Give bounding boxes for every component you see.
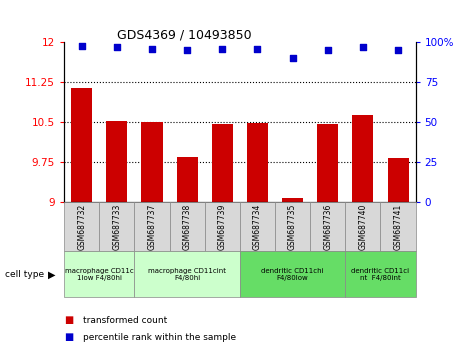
Point [254,46,261,52]
Text: ■: ■ [64,315,73,325]
Point [113,45,121,50]
Text: percentile rank within the sample: percentile rank within the sample [83,332,236,342]
Text: GSM687741: GSM687741 [394,204,402,250]
Point [218,46,226,52]
Text: GSM687733: GSM687733 [113,203,121,250]
Point [183,48,191,53]
Bar [177,156,198,202]
Point [359,45,367,50]
Bar [71,87,92,202]
Text: GSM687738: GSM687738 [183,204,191,250]
Bar [317,124,338,202]
Text: GSM687734: GSM687734 [253,203,262,250]
Text: macrophage CD11c
1low F4/80hi: macrophage CD11c 1low F4/80hi [65,268,133,281]
Point [148,46,156,52]
Point [324,48,332,53]
Bar [388,158,408,202]
Point [289,56,296,61]
Text: dendritic CD11ci
nt  F4/80int: dendritic CD11ci nt F4/80int [352,268,409,281]
Bar [282,198,303,202]
Bar [212,124,233,202]
Bar [142,122,162,202]
Text: ■: ■ [64,332,73,342]
Text: GSM687732: GSM687732 [77,204,86,250]
Text: transformed count: transformed count [83,316,167,325]
Text: GDS4369 / 10493850: GDS4369 / 10493850 [117,28,251,41]
Text: GSM687736: GSM687736 [323,203,332,250]
Text: GSM687735: GSM687735 [288,203,297,250]
Bar [352,115,373,202]
Text: GSM687739: GSM687739 [218,203,227,250]
Point [394,48,402,53]
Bar [106,121,127,202]
Text: GSM687737: GSM687737 [148,203,156,250]
Text: ▶: ▶ [48,269,55,279]
Text: GSM687740: GSM687740 [359,203,367,250]
Text: dendritic CD11chi
F4/80low: dendritic CD11chi F4/80low [261,268,324,281]
Point [78,43,86,48]
Text: cell type: cell type [5,270,44,279]
Text: macrophage CD11cint
F4/80hi: macrophage CD11cint F4/80hi [148,268,226,281]
Bar [247,122,268,202]
